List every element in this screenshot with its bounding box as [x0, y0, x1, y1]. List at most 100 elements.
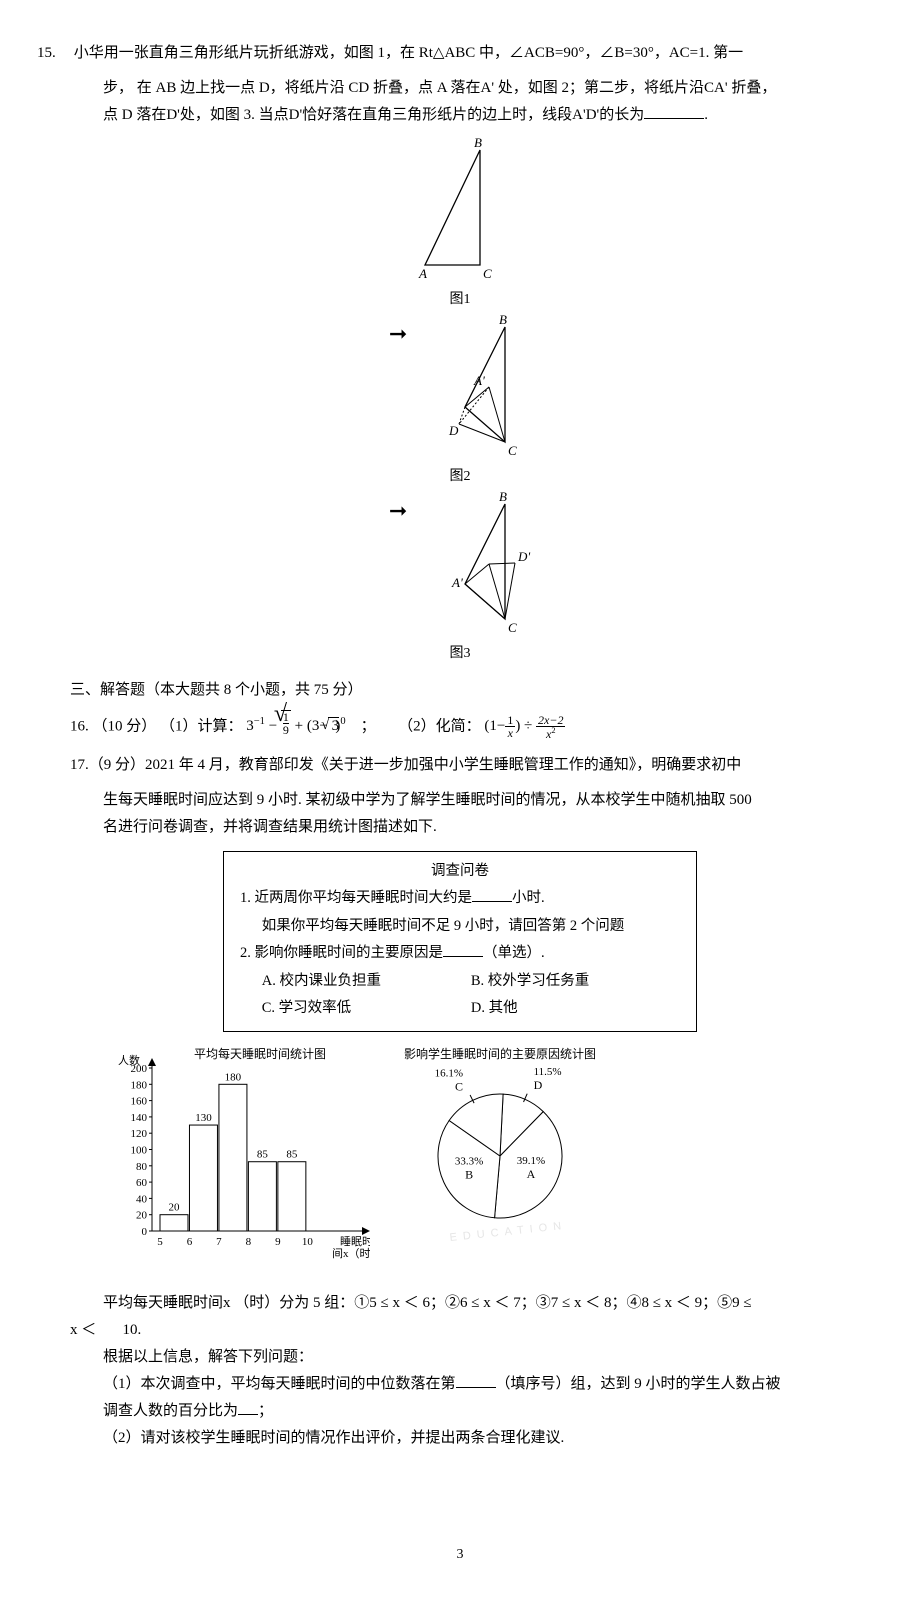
label-C: C: [508, 443, 517, 458]
survey-blank2: [443, 942, 483, 958]
svg-text:85: 85: [286, 1149, 298, 1161]
survey-optD: D. 其他: [471, 995, 680, 1023]
fig2-caption: 图2: [70, 464, 850, 489]
survey-q1-hint: 如果你平均每天睡眠时间不足 9 小时，请回答第 2 个问题: [240, 913, 680, 941]
svg-text:85: 85: [257, 1149, 269, 1161]
svg-text:10: 10: [302, 1236, 314, 1248]
svg-text:5: 5: [157, 1236, 163, 1248]
sq1a: 1. 近两周你平均每天睡眠时间大约是: [240, 890, 472, 906]
p1-blank2: [238, 1399, 258, 1415]
expr-exp: −1: [254, 716, 265, 727]
p1d: ；: [258, 1403, 273, 1419]
svg-text:睡眠时: 睡眠时: [340, 1235, 370, 1248]
label-Ap: A': [473, 373, 485, 388]
q17-p1c: 调查人数的百分比为 ；: [70, 1398, 850, 1425]
q15: 15. 小华用一张直角三角形纸片玩折纸游戏，如图 1，在 Rt△ABC 中，∠A…: [70, 40, 850, 67]
bar-chart: 平均每天睡眠时间统计图人数020406080100120140160180200…: [110, 1046, 370, 1266]
q15-period: .: [704, 107, 708, 123]
q17-l3: 名进行问卷调查，并将调查结果用统计图描述如下.: [70, 814, 850, 841]
svg-text:33.3%: 33.3%: [455, 1155, 483, 1167]
survey-optC: C. 学习效率低: [262, 995, 471, 1023]
groups-text-a: 平均每天睡眠时间x （时）分为 5 组：①5 ≤ x ＜ 6；②6 ≤ x ＜ …: [103, 1295, 752, 1311]
svg-text:200: 200: [131, 1063, 148, 1075]
q17-p1: （1）本次调查中，平均每天睡眠时间的中位数落在第 （填序号）组，达到 9 小时的学…: [70, 1371, 850, 1398]
svg-text:11.5%: 11.5%: [534, 1066, 562, 1078]
survey-q2: 2. 影响你睡眠时间的主要原因是 （单选）.: [240, 940, 680, 968]
svg-text:影响学生睡眠时间的主要原因统计图: 影响学生睡眠时间的主要原因统计图: [404, 1046, 596, 1061]
q15-line3: 点 D 落在D'处，如图 3. 当点D'恰好落在直角三角形纸片的边上时，线段A'…: [103, 107, 644, 123]
survey-options: A. 校内课业负担重 B. 校外学习任务重 C. 学习效率低 D. 其他: [240, 968, 680, 1023]
sq1b: 小时.: [512, 890, 545, 906]
bar-chart-wrap: 平均每天睡眠时间统计图人数020406080100120140160180200…: [110, 1046, 370, 1276]
label-B: B: [499, 312, 507, 327]
q17-groups-a: 平均每天睡眠时间x （时）分为 5 组：①5 ≤ x ＜ 6；②6 ≤ x ＜ …: [70, 1290, 850, 1317]
fig2: B C A' D 图2: [70, 379, 850, 490]
q17: 17.（9 分）2021 年 4 月，教育部印发《关于进一步加强中小学生睡眠管理…: [70, 752, 850, 779]
label-A: A: [418, 266, 427, 281]
svg-text:180: 180: [225, 1071, 242, 1083]
q15-figures: B A C 图1 ➞ B C A' D 图2 ➞ B: [70, 135, 850, 667]
svg-text:160: 160: [131, 1095, 148, 1107]
sq2b: （单选）.: [483, 945, 545, 961]
svg-text:100: 100: [131, 1144, 148, 1156]
fig3-caption: 图3: [70, 641, 850, 666]
arrow1: ➞: [389, 314, 407, 354]
p1-blank1: [456, 1372, 496, 1388]
label-B: B: [474, 135, 482, 150]
q17-l1: （9 分）2021 年 4 月，教育部印发《关于进一步加强中小学生睡眠管理工作的…: [89, 757, 742, 773]
svg-text:20: 20: [136, 1210, 148, 1222]
q16-part2-label: （2）化简：: [398, 718, 481, 734]
pie-chart: 影响学生睡眠时间的主要原因统计图EDUCATION11.5%D39.1%A33.…: [380, 1046, 620, 1266]
survey-optB: B. 校外学习任务重: [471, 968, 680, 996]
svg-text:D: D: [534, 1078, 543, 1092]
survey-box: 调查问卷 1. 近两周你平均每天睡眠时间大约是 小时. 如果你平均每天睡眠时间不足…: [223, 851, 697, 1032]
survey-title: 调查问卷: [240, 858, 680, 886]
svg-text:A: A: [527, 1167, 536, 1181]
q16-expr2: (1− 1 x ) ÷ 2x−2 x2: [484, 718, 565, 734]
f1d: x: [505, 727, 515, 739]
svg-text:B: B: [465, 1167, 473, 1181]
q17-follow: 根据以上信息，解答下列问题：: [70, 1344, 850, 1371]
charts-row: 平均每天睡眠时间统计图人数020406080100120140160180200…: [110, 1046, 850, 1276]
label-Dp: D': [517, 549, 530, 564]
survey-q1: 1. 近两周你平均每天睡眠时间大约是 小时.: [240, 885, 680, 913]
f2d2: 2: [551, 726, 555, 735]
p1c: 调查人数的百分比为: [103, 1403, 238, 1419]
q15-blank: [644, 103, 704, 119]
svg-text:40: 40: [136, 1193, 148, 1205]
q17-number: 17.: [70, 757, 89, 773]
svg-text:间x（时）: 间x（时）: [332, 1247, 370, 1260]
fig1: B A C 图1: [70, 201, 850, 312]
p2-open: (1−: [484, 718, 505, 734]
svg-text:C: C: [455, 1079, 463, 1093]
fig1-caption: 图1: [70, 287, 850, 312]
q15-line2: 步， 在 AB 边上找一点 D，将纸片沿 CD 折叠，点 A 落在A' 处，如图…: [70, 75, 850, 102]
exp0: 0: [340, 716, 345, 727]
svg-text:130: 130: [195, 1112, 212, 1124]
q16-sep: ；: [349, 718, 394, 734]
section-3-title: 三、解答题（本大题共 8 个小题，共 75 分）: [70, 677, 850, 704]
svg-text:180: 180: [131, 1079, 148, 1091]
svg-text:9: 9: [275, 1236, 281, 1248]
svg-text:8: 8: [246, 1236, 252, 1248]
label-D: D: [448, 423, 459, 438]
q16: 16. （10 分） （1）计算： 3−1 − √ 1 9 + (3− 3√)0…: [70, 710, 850, 744]
p1a: （1）本次调查中，平均每天睡眠时间的中位数落在第: [103, 1376, 456, 1392]
fig3: B C A' D' 图3: [70, 556, 850, 667]
label-Ap: A': [451, 575, 463, 590]
svg-text:EDUCATION: EDUCATION: [449, 1220, 568, 1244]
expr-base: 3: [246, 718, 254, 734]
sq2a: 2. 影响你睡眠时间的主要原因是: [240, 945, 443, 961]
pie-chart-wrap: 影响学生睡眠时间的主要原因统计图EDUCATION11.5%D39.1%A33.…: [380, 1046, 620, 1276]
svg-text:平均每天睡眠时间统计图: 平均每天睡眠时间统计图: [194, 1046, 326, 1061]
svg-text:0: 0: [142, 1226, 148, 1238]
survey-optA: A. 校内课业负担重: [262, 968, 471, 996]
p1b: （填序号）组，达到 9 小时的学生人数占被: [496, 1376, 781, 1392]
svg-text:16.1%: 16.1%: [435, 1067, 463, 1079]
survey-blank1: [472, 887, 512, 903]
p2-div: ) ÷: [515, 718, 536, 734]
arrow2: ➞: [389, 491, 407, 531]
q17-groups-b: x ＜ 10.: [70, 1317, 850, 1344]
q15-line3-wrap: 点 D 落在D'处，如图 3. 当点D'恰好落在直角三角形纸片的边上时，线段A'…: [70, 102, 850, 129]
page-number: 3: [70, 1542, 850, 1567]
